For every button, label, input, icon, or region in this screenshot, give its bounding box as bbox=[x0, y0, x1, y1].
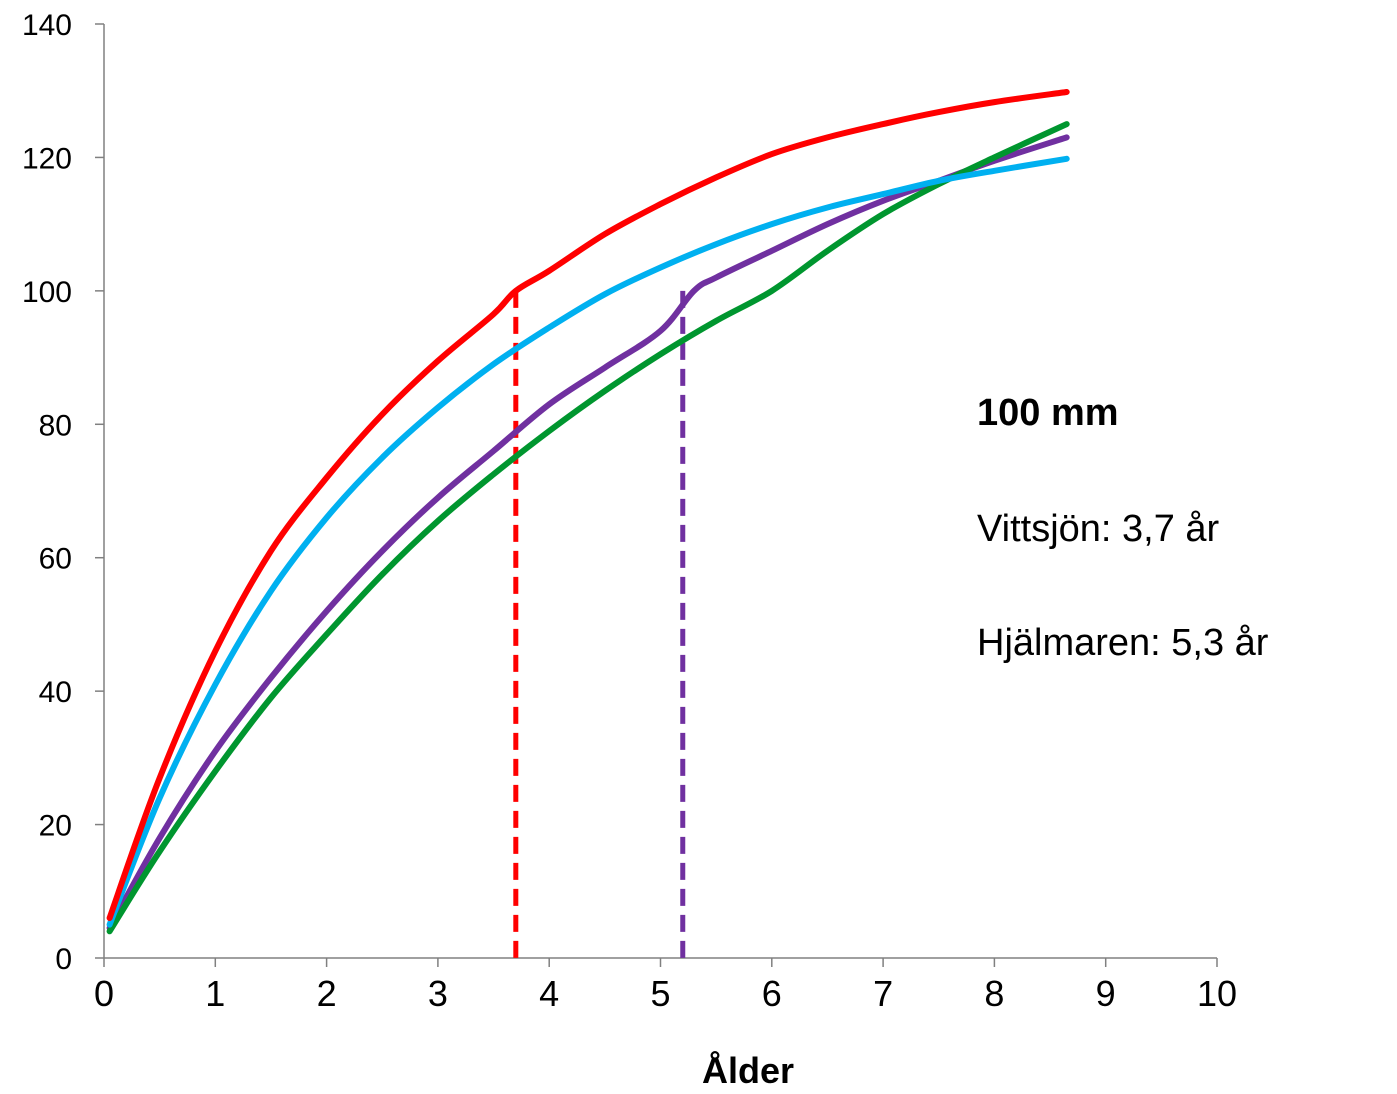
x-tick-label: 6 bbox=[762, 973, 782, 1014]
series-lines bbox=[106, 89, 1070, 935]
x-tick-label: 5 bbox=[650, 973, 670, 1014]
y-tick-label: 140 bbox=[22, 9, 72, 42]
y-tick-label: 0 bbox=[55, 943, 72, 976]
y-tick-label: 60 bbox=[39, 543, 72, 576]
y-tick-label: 120 bbox=[22, 142, 72, 175]
growth-curve-line bbox=[106, 89, 1070, 921]
x-tick-label: 7 bbox=[873, 973, 893, 1014]
y-tick-label: 80 bbox=[39, 409, 72, 442]
y-tick-label: 20 bbox=[39, 810, 72, 843]
x-tick-label: 3 bbox=[428, 973, 448, 1014]
x-tick-label: 0 bbox=[94, 973, 114, 1014]
x-tick-label: 2 bbox=[317, 973, 337, 1014]
y-tick-label: 100 bbox=[22, 276, 72, 309]
x-axis-title: Ålder bbox=[702, 1050, 794, 1091]
annotation-hjalmaren: Hjälmaren: 5,3 år bbox=[977, 622, 1269, 664]
growth-curve-line bbox=[106, 134, 1070, 931]
growth-curve-line bbox=[106, 121, 1070, 935]
y-tick-label: 40 bbox=[39, 676, 72, 709]
x-tick-label: 4 bbox=[539, 973, 559, 1014]
x-tick-label: 10 bbox=[1197, 973, 1237, 1014]
reference-lines bbox=[104, 287, 1391, 958]
x-tick-label: 8 bbox=[984, 973, 1004, 1014]
annotation-vittsjon: Vittsjön: 3,7 år bbox=[977, 508, 1220, 550]
annotation-heading: 100 mm bbox=[977, 392, 1119, 434]
growth-curve-line bbox=[106, 155, 1070, 928]
x-tick-label: 1 bbox=[205, 973, 225, 1014]
x-tick-label: 9 bbox=[1096, 973, 1116, 1014]
